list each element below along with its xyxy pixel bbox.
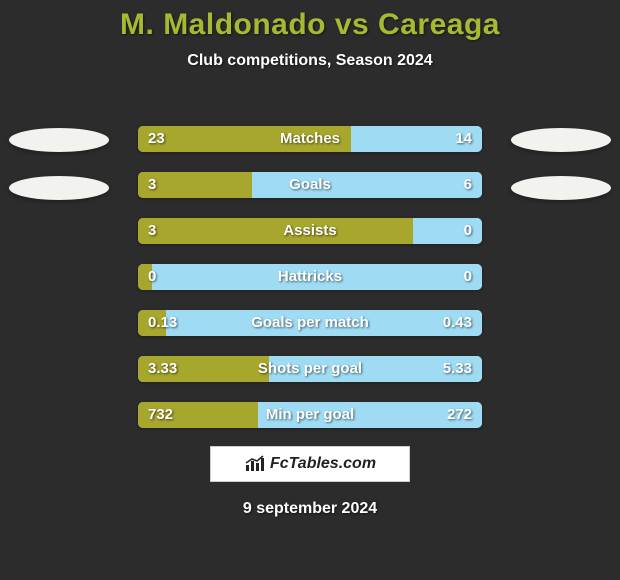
value-right: 14 [455,126,472,152]
watermark-link[interactable]: FcTables.com [210,446,410,482]
metric-label: Goals [138,172,482,198]
badge-placeholder [511,128,611,152]
metric-label: Min per goal [138,402,482,428]
metric-label: Matches [138,126,482,152]
value-left: 3.33 [148,356,177,382]
value-left: 0 [148,264,156,290]
player-right-badges [506,128,616,224]
stat-row: Min per goal732 272 [138,402,482,428]
badge-placeholder [9,176,109,200]
badge-placeholder [9,128,109,152]
value-right: 0.43 [443,310,472,336]
stat-row: Assists3 0 [138,218,482,244]
badge-placeholder [511,176,611,200]
stat-row: Goals per match0.13 0.43 [138,310,482,336]
value-right: 272 [447,402,472,428]
player-left-badges [4,128,114,224]
metric-label: Assists [138,218,482,244]
page-title: M. Maldonado vs Careaga [0,0,620,42]
metric-label: Hattricks [138,264,482,290]
stat-row: Matches23 14 [138,126,482,152]
metric-label: Shots per goal [138,356,482,382]
value-left: 23 [148,126,165,152]
stat-row: Shots per goal3.33 5.33 [138,356,482,382]
value-right: 5.33 [443,356,472,382]
value-left: 3 [148,218,156,244]
subtitle: Club competitions, Season 2024 [0,42,620,70]
stats-container: Matches2314Goals36Assists30Hattricks00Go… [138,126,482,448]
value-left: 732 [148,402,173,428]
generation-date: 9 september 2024 [0,500,620,518]
chart-icon [244,455,266,473]
metric-label: Goals per match [138,310,482,336]
stat-row: Goals3 6 [138,172,482,198]
comparison-infographic: M. Maldonado vs Careaga Club competition… [0,0,620,580]
value-right: 0 [464,264,472,290]
value-left: 3 [148,172,156,198]
value-right: 6 [464,172,472,198]
watermark-text: FcTables.com [270,455,376,473]
stat-row: Hattricks0 0 [138,264,482,290]
value-right: 0 [464,218,472,244]
value-left: 0.13 [148,310,177,336]
